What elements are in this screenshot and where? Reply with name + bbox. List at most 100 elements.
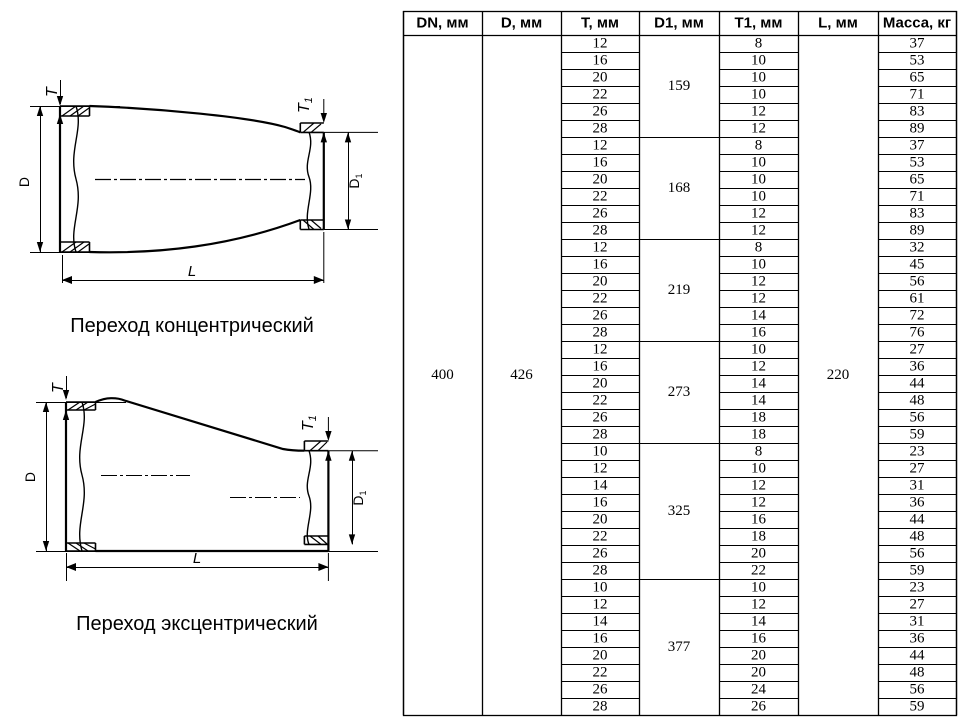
svg-text:37: 37 bbox=[910, 36, 926, 52]
svg-text:26: 26 bbox=[593, 308, 609, 324]
svg-text:16: 16 bbox=[751, 512, 767, 528]
svg-text:26: 26 bbox=[593, 682, 609, 698]
svg-text:27: 27 bbox=[910, 597, 926, 613]
svg-text:8: 8 bbox=[755, 240, 763, 256]
svg-text:83: 83 bbox=[910, 206, 925, 222]
svg-text:36: 36 bbox=[910, 495, 926, 511]
svg-text:T: T bbox=[44, 86, 61, 97]
svg-text:28: 28 bbox=[593, 427, 608, 443]
svg-text:16: 16 bbox=[593, 359, 609, 375]
svg-text:56: 56 bbox=[910, 410, 926, 426]
svg-text:20: 20 bbox=[751, 665, 766, 681]
svg-text:18: 18 bbox=[751, 529, 766, 545]
svg-text:12: 12 bbox=[593, 461, 608, 477]
svg-text:36: 36 bbox=[910, 631, 926, 647]
svg-text:16: 16 bbox=[593, 155, 609, 171]
svg-text:10: 10 bbox=[751, 87, 766, 103]
svg-text:89: 89 bbox=[910, 223, 925, 239]
svg-text:12: 12 bbox=[593, 36, 608, 52]
svg-text:14: 14 bbox=[751, 376, 767, 392]
svg-text:59: 59 bbox=[910, 563, 925, 579]
svg-text:56: 56 bbox=[910, 682, 926, 698]
svg-text:Переход эксцентрический: Переход эксцентрический bbox=[76, 613, 318, 635]
svg-text:44: 44 bbox=[910, 376, 926, 392]
svg-text:14: 14 bbox=[593, 614, 609, 630]
svg-text:22: 22 bbox=[593, 665, 608, 681]
svg-text:37: 37 bbox=[910, 138, 926, 154]
svg-text:10: 10 bbox=[751, 189, 766, 205]
svg-text:28: 28 bbox=[593, 325, 608, 341]
svg-text:D, мм: D, мм bbox=[501, 15, 542, 32]
svg-text:61: 61 bbox=[910, 291, 925, 307]
svg-text:377: 377 bbox=[668, 639, 691, 655]
svg-text:20: 20 bbox=[593, 70, 608, 86]
svg-text:83: 83 bbox=[910, 104, 925, 120]
svg-text:12: 12 bbox=[593, 240, 608, 256]
svg-text:426: 426 bbox=[510, 367, 533, 383]
svg-text:10: 10 bbox=[751, 172, 766, 188]
svg-text:56: 56 bbox=[910, 274, 926, 290]
svg-text:20: 20 bbox=[593, 512, 608, 528]
svg-text:14: 14 bbox=[751, 308, 767, 324]
svg-text:16: 16 bbox=[751, 325, 767, 341]
svg-text:20: 20 bbox=[593, 274, 608, 290]
svg-text:36: 36 bbox=[910, 359, 926, 375]
svg-text:159: 159 bbox=[668, 78, 691, 94]
svg-text:45: 45 bbox=[910, 257, 925, 273]
svg-text:14: 14 bbox=[593, 478, 609, 494]
svg-text:L: L bbox=[193, 550, 201, 567]
svg-text:12: 12 bbox=[593, 597, 608, 613]
svg-text:31: 31 bbox=[910, 478, 925, 494]
svg-text:31: 31 bbox=[910, 614, 925, 630]
svg-text:14: 14 bbox=[751, 393, 767, 409]
svg-text:27: 27 bbox=[910, 461, 926, 477]
svg-text:10: 10 bbox=[751, 70, 766, 86]
svg-text:27: 27 bbox=[910, 342, 926, 358]
svg-text:10: 10 bbox=[751, 155, 766, 171]
svg-text:72: 72 bbox=[910, 308, 925, 324]
svg-text:220: 220 bbox=[827, 367, 850, 383]
svg-text:10: 10 bbox=[751, 53, 766, 69]
svg-text:71: 71 bbox=[910, 87, 925, 103]
svg-text:8: 8 bbox=[755, 138, 763, 154]
svg-text:12: 12 bbox=[593, 342, 608, 358]
svg-text:44: 44 bbox=[910, 512, 926, 528]
svg-text:12: 12 bbox=[751, 291, 766, 307]
svg-text:10: 10 bbox=[751, 461, 766, 477]
svg-text:12: 12 bbox=[751, 478, 766, 494]
svg-text:12: 12 bbox=[751, 274, 766, 290]
svg-text:10: 10 bbox=[751, 342, 766, 358]
svg-text:23: 23 bbox=[910, 580, 925, 596]
svg-text:T, мм: T, мм bbox=[581, 15, 619, 32]
svg-text:20: 20 bbox=[751, 648, 766, 664]
svg-text:18: 18 bbox=[751, 410, 766, 426]
svg-text:D1, мм: D1, мм bbox=[654, 15, 704, 32]
svg-text:26: 26 bbox=[593, 546, 609, 562]
svg-text:28: 28 bbox=[593, 223, 608, 239]
svg-text:89: 89 bbox=[910, 121, 925, 137]
svg-text:12: 12 bbox=[593, 138, 608, 154]
svg-text:22: 22 bbox=[593, 393, 608, 409]
svg-text:273: 273 bbox=[668, 384, 691, 400]
svg-text:76: 76 bbox=[910, 325, 926, 341]
svg-text:L, мм: L, мм bbox=[818, 15, 858, 32]
svg-text:12: 12 bbox=[751, 104, 766, 120]
svg-text:22: 22 bbox=[593, 189, 608, 205]
svg-text:10: 10 bbox=[751, 257, 766, 273]
svg-text:16: 16 bbox=[593, 257, 609, 273]
svg-text:59: 59 bbox=[910, 427, 925, 443]
svg-text:20: 20 bbox=[593, 648, 608, 664]
svg-text:48: 48 bbox=[910, 393, 925, 409]
svg-text:T: T bbox=[50, 382, 67, 393]
svg-text:10: 10 bbox=[593, 580, 608, 596]
svg-text:59: 59 bbox=[910, 699, 925, 715]
svg-text:53: 53 bbox=[910, 155, 925, 171]
svg-text:26: 26 bbox=[751, 699, 767, 715]
svg-text:Переход концентрический: Переход концентрический bbox=[70, 315, 314, 337]
svg-text:24: 24 bbox=[751, 682, 767, 698]
svg-text:8: 8 bbox=[755, 444, 763, 460]
svg-text:22: 22 bbox=[593, 291, 608, 307]
svg-text:10: 10 bbox=[751, 580, 766, 596]
svg-text:22: 22 bbox=[593, 87, 608, 103]
svg-text:22: 22 bbox=[751, 563, 766, 579]
